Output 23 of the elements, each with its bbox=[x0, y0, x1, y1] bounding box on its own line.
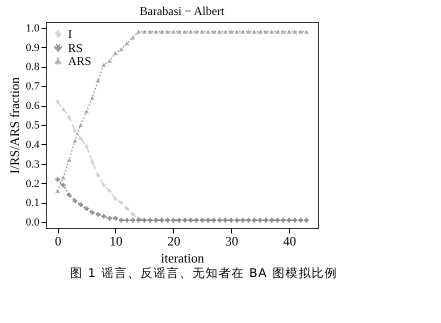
x-axis-title: iteration bbox=[160, 250, 205, 266]
y-tick-label: 0.4 bbox=[26, 138, 40, 151]
legend-label: RS bbox=[68, 41, 83, 55]
x-tick-label: 20 bbox=[167, 234, 180, 248]
y-tick-label: 0.7 bbox=[26, 80, 40, 93]
y-tick-label: 0.5 bbox=[26, 120, 40, 132]
caption: 图 1 谣言、反谣言、无知者在 BA 图模拟比例 bbox=[70, 265, 338, 282]
x-tick-label: 30 bbox=[225, 234, 238, 248]
y-tick-label: 0.2 bbox=[26, 178, 40, 190]
y-tick-label: 0.0 bbox=[26, 216, 40, 229]
y-tick-label: 1.0 bbox=[26, 22, 40, 34]
y-tick-label: 0.6 bbox=[26, 100, 40, 112]
y-tick-label: 0.1 bbox=[26, 197, 40, 210]
y-tick-label: 0.8 bbox=[26, 61, 40, 74]
legend-label: ARS bbox=[68, 54, 92, 68]
x-tick-label: 10 bbox=[109, 234, 122, 248]
y-tick-label: 0.3 bbox=[26, 158, 40, 170]
x-tick-label: 0 bbox=[54, 234, 62, 248]
y-tick-label: 0.9 bbox=[26, 42, 40, 54]
chart-title: Barabasi − Albert bbox=[140, 4, 226, 18]
y-axis-title: I/RS/ARS fraction bbox=[6, 76, 22, 174]
legend-label: I bbox=[68, 27, 72, 41]
x-tick-label: 40 bbox=[283, 234, 296, 248]
